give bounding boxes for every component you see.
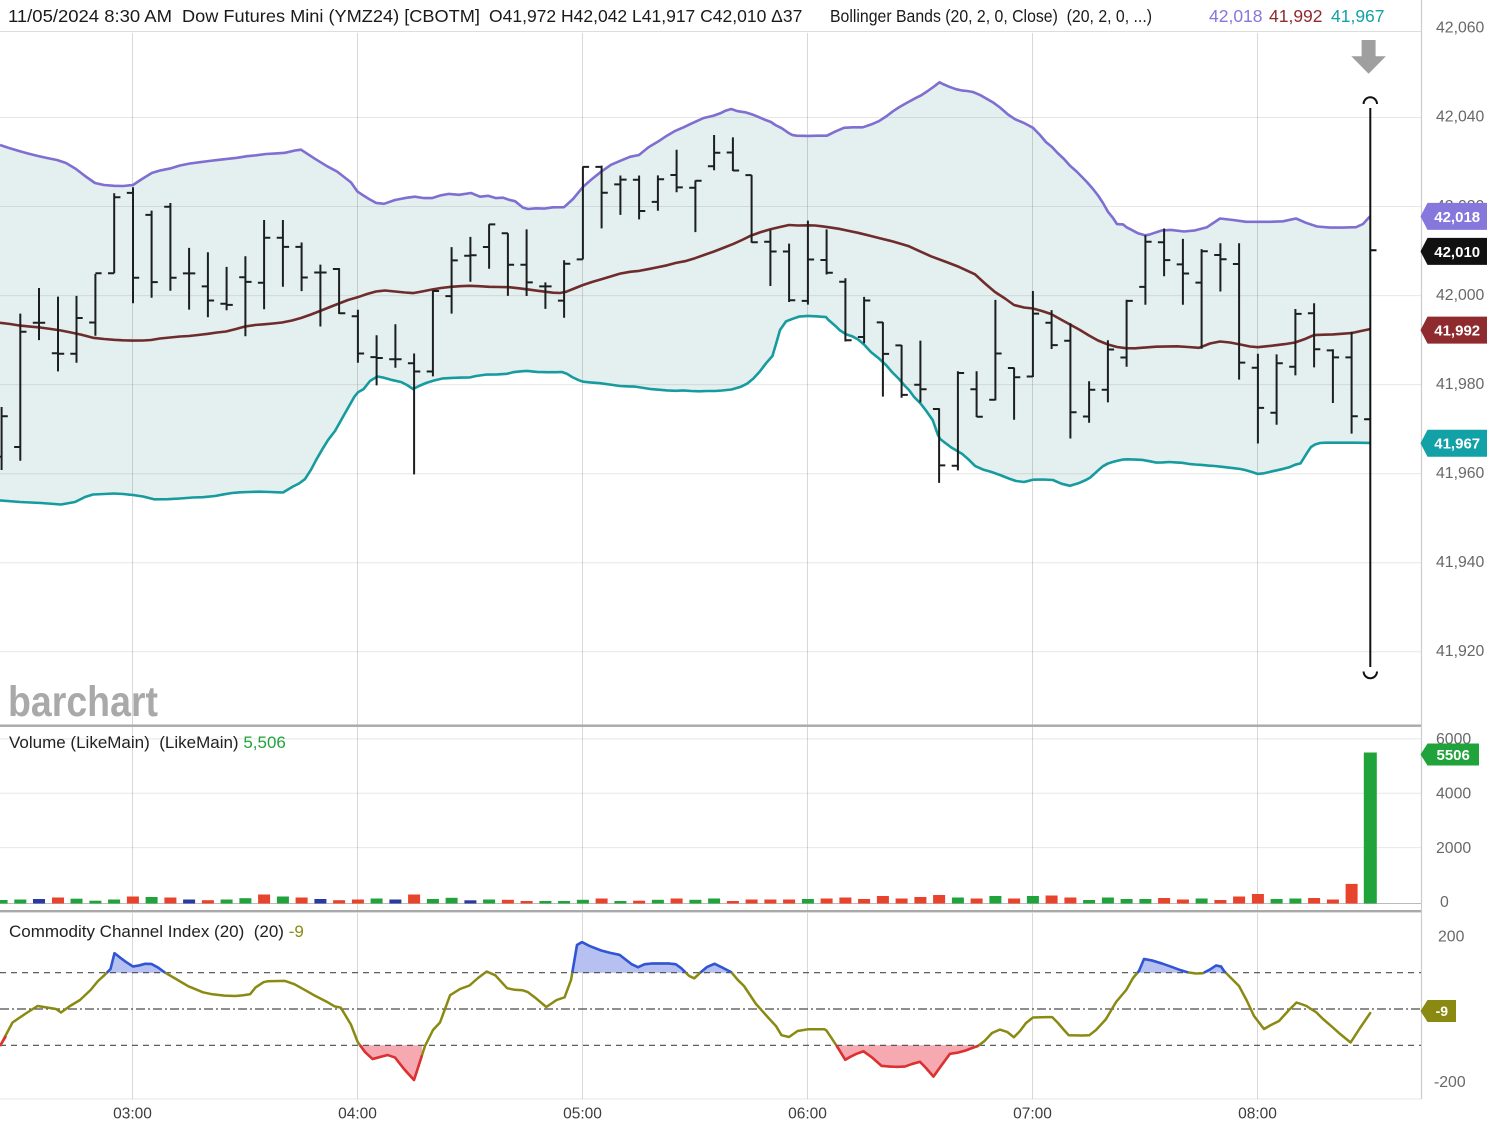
svg-text:41,980: 41,980 (1436, 376, 1485, 393)
svg-text:barchart: barchart (8, 678, 158, 726)
svg-text:11/05/2024 8:30 AM: 11/05/2024 8:30 AM (8, 6, 172, 26)
svg-text:42,040: 42,040 (1436, 109, 1485, 126)
svg-text:2000: 2000 (1436, 840, 1471, 857)
svg-text:07:00: 07:00 (1013, 1106, 1052, 1123)
svg-text:42,018: 42,018 (1209, 6, 1263, 26)
svg-text:03:00: 03:00 (113, 1106, 152, 1123)
svg-text:42,010: 42,010 (1434, 244, 1480, 261)
svg-text:5506: 5506 (1437, 747, 1470, 764)
svg-text:42,060: 42,060 (1436, 20, 1485, 37)
svg-text:42,000: 42,000 (1436, 287, 1485, 304)
svg-text:Volume (LikeMain) (LikeMain): Volume (LikeMain) (LikeMain) 5,506 (9, 733, 286, 752)
svg-text:42,018: 42,018 (1434, 209, 1480, 226)
svg-text:06:00: 06:00 (788, 1106, 827, 1123)
svg-text:-9: -9 (1436, 1003, 1449, 1019)
svg-text:41,920: 41,920 (1436, 643, 1485, 660)
svg-text:04:00: 04:00 (338, 1106, 377, 1123)
svg-text:41,992: 41,992 (1269, 6, 1323, 26)
svg-text:41,992: 41,992 (1434, 323, 1480, 340)
svg-text:-200: -200 (1434, 1074, 1466, 1091)
svg-text:41,967: 41,967 (1331, 6, 1385, 26)
svg-text:41,967: 41,967 (1434, 436, 1480, 453)
svg-text:05:00: 05:00 (563, 1106, 602, 1123)
svg-text:41,960: 41,960 (1436, 465, 1485, 482)
svg-text:200: 200 (1438, 929, 1465, 946)
svg-text:0: 0 (1440, 894, 1449, 911)
svg-text:Bollinger Bands (20, 2, 0, Clo: Bollinger Bands (20, 2, 0, Close) (20, 2… (830, 6, 1152, 26)
svg-text:Dow Futures Mini (YMZ24) [CBOT: Dow Futures Mini (YMZ24) [CBOTM] (182, 6, 480, 26)
svg-text:4000: 4000 (1436, 786, 1471, 803)
svg-text:41,940: 41,940 (1436, 554, 1485, 571)
svg-text:08:00: 08:00 (1238, 1106, 1277, 1123)
svg-text:O41,972 H42,042 L41,917 C42,01: O41,972 H42,042 L41,917 C42,010 Δ37 (489, 6, 802, 26)
svg-text:Commodity Channel Index (20): Commodity Channel Index (20) (20) -9 (9, 922, 304, 941)
